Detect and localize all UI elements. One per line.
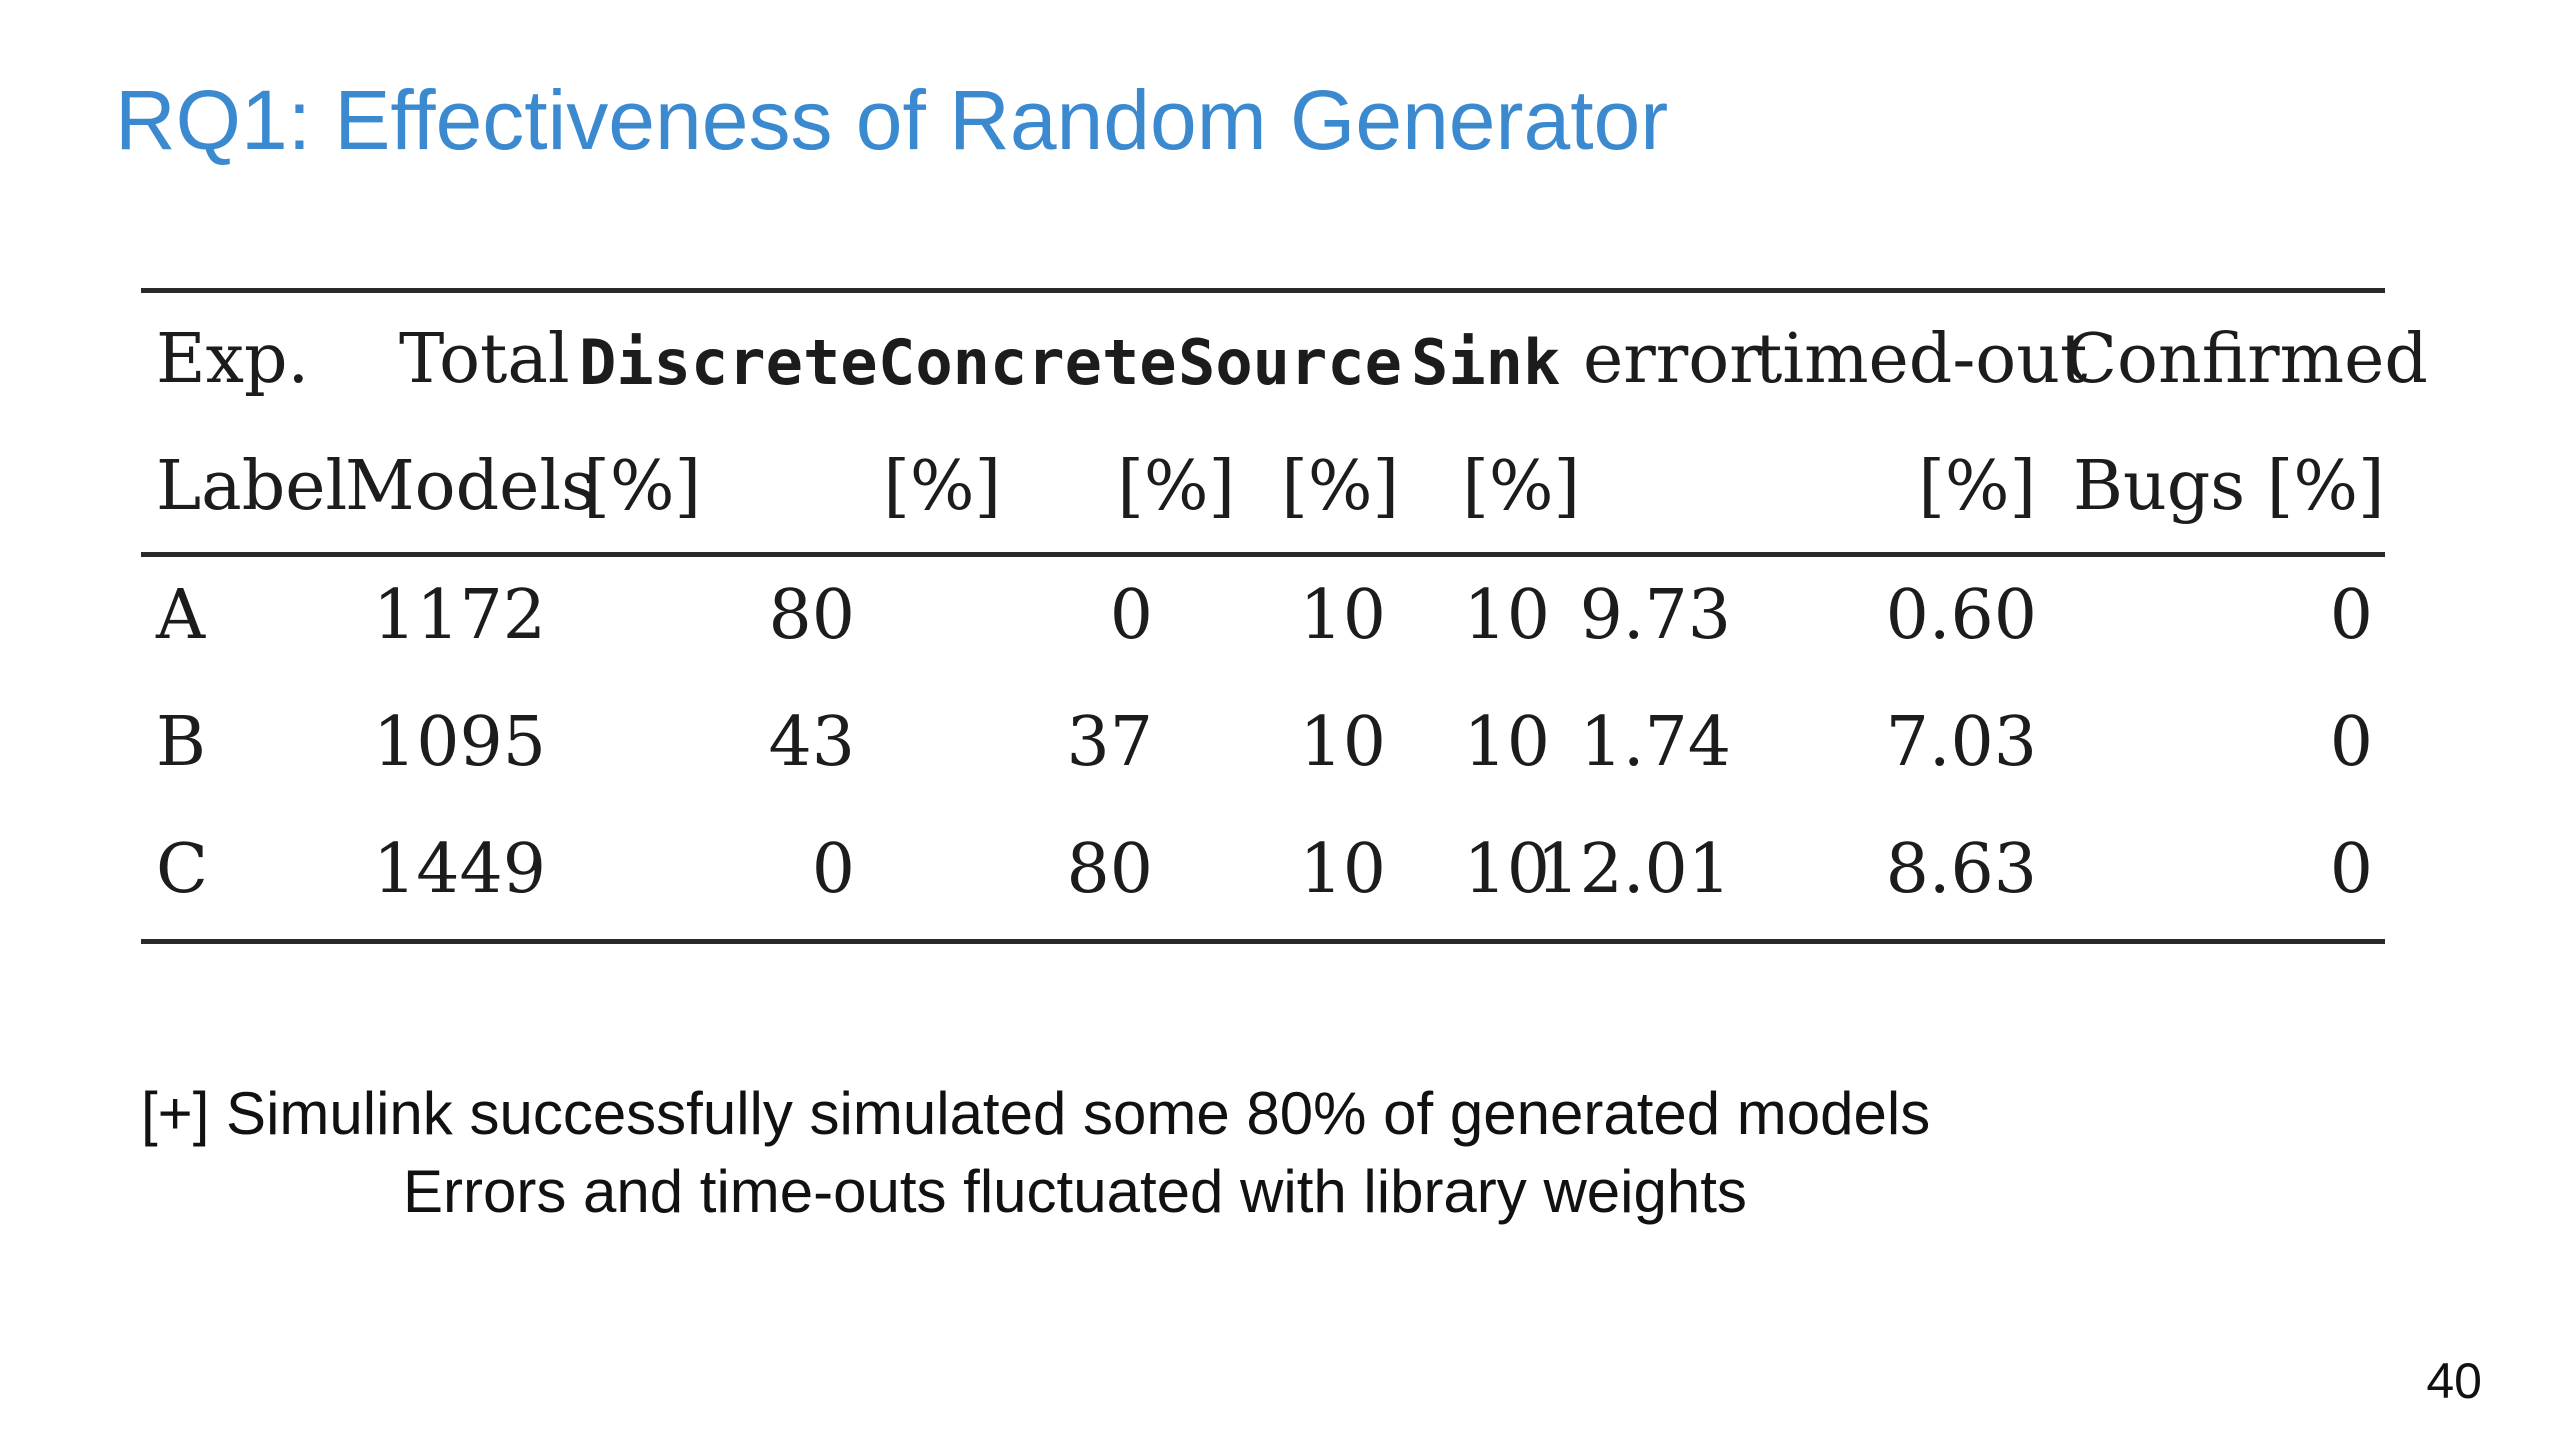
cell-exp: B	[156, 703, 206, 782]
cell-confirmed: 0	[2329, 576, 2373, 655]
table-bottom-rule	[141, 939, 2385, 944]
header-concrete: Concrete	[878, 326, 1177, 399]
table-header-rule	[141, 552, 2385, 557]
cell-timedout: 8.63	[1885, 830, 2037, 909]
cell-concrete: 0	[1109, 576, 1153, 655]
header-source: Source	[1178, 326, 1402, 399]
cell-discrete: 80	[768, 576, 855, 655]
slide-title: RQ1: Effectiveness of Random Generator	[115, 73, 1669, 167]
header-error-unit: [%]	[1462, 447, 1580, 526]
page-number: 40	[2426, 1353, 2482, 1409]
cell-source: 10	[1299, 576, 1386, 655]
header-models: Models	[345, 447, 596, 526]
cell-sink: 10	[1463, 830, 1550, 909]
cell-sink: 10	[1463, 703, 1550, 782]
cell-exp: A	[156, 576, 206, 655]
header-timedout: timed-out	[1755, 320, 2088, 399]
header-exp: Exp.	[156, 320, 310, 399]
header-discrete: Discrete	[579, 326, 878, 399]
cell-source: 10	[1299, 703, 1386, 782]
cell-concrete: 80	[1066, 830, 1153, 909]
note-line-1: [+] Simulink successfully simulated some…	[141, 1080, 1931, 1147]
cell-discrete: 0	[811, 830, 855, 909]
cell-concrete: 37	[1066, 703, 1153, 782]
header-label: Label	[156, 447, 348, 526]
cell-total: 1449	[372, 830, 546, 909]
header-discrete-unit: [%]	[583, 447, 701, 526]
cell-exp: C	[156, 830, 209, 909]
cell-confirmed: 0	[2329, 703, 2373, 782]
cell-confirmed: 0	[2329, 830, 2373, 909]
header-concrete-unit: [%]	[883, 447, 1001, 526]
header-total: Total	[399, 320, 570, 399]
cell-error: 9.73	[1579, 576, 1731, 655]
table-top-rule	[141, 288, 2385, 293]
header-sink-unit: [%]	[1281, 447, 1399, 526]
cell-source: 10	[1299, 830, 1386, 909]
cell-discrete: 43	[768, 703, 855, 782]
cell-total: 1172	[372, 576, 546, 655]
header-sink: Sink	[1411, 326, 1561, 399]
header-source-unit: [%]	[1117, 447, 1235, 526]
header-error: error	[1583, 320, 1762, 399]
header-confirmed: Confirmed	[2065, 320, 2428, 399]
header-confirmed-unit: Bugs [%]	[2073, 447, 2385, 526]
cell-total: 1095	[372, 703, 546, 782]
header-timedout-unit: [%]	[1918, 447, 2036, 526]
cell-error: 1.74	[1579, 703, 1731, 782]
cell-sink: 10	[1463, 576, 1550, 655]
cell-timedout: 0.60	[1885, 576, 2037, 655]
cell-error: 12.01	[1536, 830, 1731, 909]
cell-timedout: 7.03	[1885, 703, 2037, 782]
note-line-2: Errors and time-outs fluctuated with lib…	[403, 1158, 1747, 1225]
